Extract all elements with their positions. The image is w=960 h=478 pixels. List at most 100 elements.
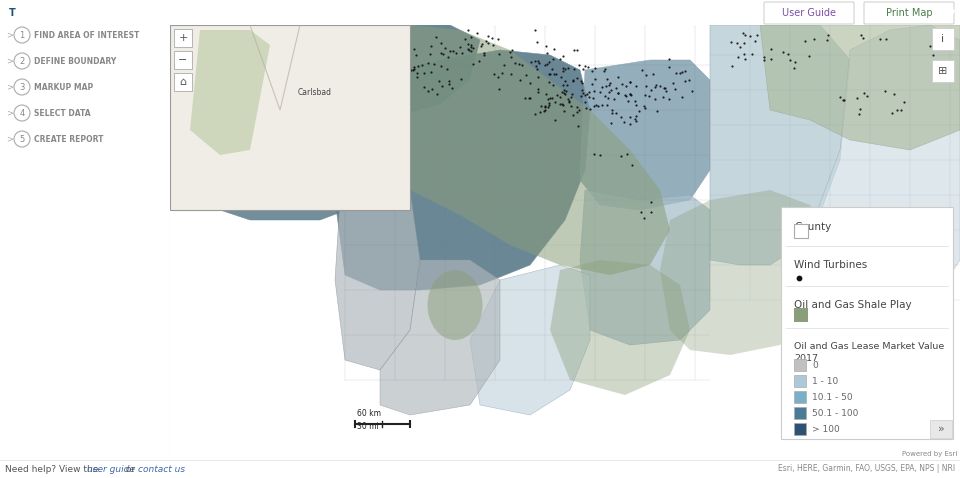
Point bbox=[556, 87, 571, 94]
Point bbox=[538, 42, 553, 50]
Text: Carlsbad: Carlsbad bbox=[298, 88, 332, 97]
Point bbox=[737, 55, 753, 63]
Point bbox=[534, 102, 549, 109]
Point bbox=[725, 62, 740, 70]
Polygon shape bbox=[550, 260, 690, 395]
Point bbox=[732, 43, 748, 51]
Point bbox=[643, 208, 659, 216]
Point bbox=[625, 161, 640, 169]
Point bbox=[410, 63, 425, 70]
Point bbox=[877, 87, 893, 95]
Point bbox=[730, 39, 745, 47]
FancyBboxPatch shape bbox=[764, 2, 854, 24]
Point bbox=[620, 98, 636, 105]
Point bbox=[658, 87, 673, 95]
Point bbox=[586, 94, 601, 101]
Point bbox=[786, 64, 802, 72]
Point bbox=[558, 77, 573, 85]
Polygon shape bbox=[580, 60, 710, 210]
FancyBboxPatch shape bbox=[864, 2, 954, 24]
Point bbox=[547, 98, 563, 106]
Point bbox=[565, 77, 581, 85]
Bar bbox=[794, 407, 806, 419]
Point bbox=[548, 70, 564, 78]
Point bbox=[622, 78, 637, 86]
Point bbox=[542, 71, 558, 78]
Point bbox=[798, 37, 813, 44]
Bar bbox=[932, 60, 954, 82]
Point bbox=[925, 52, 941, 59]
Point bbox=[598, 82, 613, 90]
Point bbox=[627, 116, 642, 123]
Point bbox=[643, 198, 659, 206]
Point bbox=[527, 110, 542, 118]
Point bbox=[476, 52, 492, 59]
Point bbox=[674, 68, 689, 76]
Point bbox=[592, 151, 608, 158]
Point bbox=[492, 50, 507, 58]
Text: Wind Turbines: Wind Turbines bbox=[794, 260, 867, 270]
Text: 30 mi: 30 mi bbox=[357, 422, 379, 431]
Text: ▼: ▼ bbox=[948, 8, 956, 18]
Point bbox=[588, 75, 603, 83]
Point bbox=[422, 50, 438, 58]
Point bbox=[581, 64, 596, 71]
Point bbox=[423, 42, 439, 50]
Bar bbox=[170, 25, 410, 210]
Point bbox=[573, 92, 588, 100]
Point bbox=[775, 49, 790, 56]
Point bbox=[542, 94, 558, 102]
Text: TxMAP: TxMAP bbox=[26, 3, 95, 22]
Text: ⌂: ⌂ bbox=[180, 77, 186, 87]
Point bbox=[441, 77, 456, 85]
Point bbox=[564, 90, 580, 98]
Point bbox=[440, 65, 455, 73]
Point bbox=[856, 89, 872, 97]
Point bbox=[540, 49, 555, 57]
Point bbox=[657, 84, 672, 92]
Point bbox=[531, 73, 546, 80]
Point bbox=[521, 94, 537, 102]
Point bbox=[597, 67, 612, 75]
Point bbox=[537, 107, 552, 115]
Point bbox=[433, 62, 448, 70]
Point bbox=[424, 86, 440, 93]
Point bbox=[747, 37, 762, 45]
Point bbox=[546, 70, 562, 78]
Point bbox=[466, 60, 481, 68]
Point bbox=[656, 93, 671, 101]
Point bbox=[480, 32, 495, 40]
Bar bbox=[794, 308, 808, 322]
Point bbox=[541, 71, 557, 78]
Point bbox=[528, 63, 543, 70]
Point bbox=[479, 37, 494, 45]
Point bbox=[423, 68, 439, 76]
Point bbox=[618, 82, 634, 90]
Point bbox=[806, 35, 822, 43]
Point bbox=[618, 91, 634, 98]
Point bbox=[594, 101, 610, 109]
Point bbox=[622, 90, 637, 98]
Text: Need help? View the: Need help? View the bbox=[5, 465, 101, 474]
Point bbox=[732, 18, 747, 26]
Point bbox=[504, 46, 519, 54]
Point bbox=[563, 102, 578, 109]
Point bbox=[637, 91, 653, 98]
Point bbox=[628, 112, 643, 120]
Point bbox=[537, 104, 552, 111]
Point bbox=[582, 88, 597, 96]
Point bbox=[619, 150, 635, 157]
Point bbox=[420, 87, 436, 95]
Polygon shape bbox=[660, 190, 830, 355]
Point bbox=[468, 11, 484, 19]
Point bbox=[531, 59, 546, 67]
Bar bbox=[794, 423, 806, 435]
Point bbox=[737, 32, 753, 39]
Point bbox=[589, 102, 605, 110]
Point bbox=[928, 30, 944, 37]
Point bbox=[850, 95, 865, 102]
Point bbox=[735, 29, 751, 37]
Text: −: − bbox=[179, 55, 188, 65]
Point bbox=[426, 61, 442, 68]
Polygon shape bbox=[810, 25, 960, 315]
